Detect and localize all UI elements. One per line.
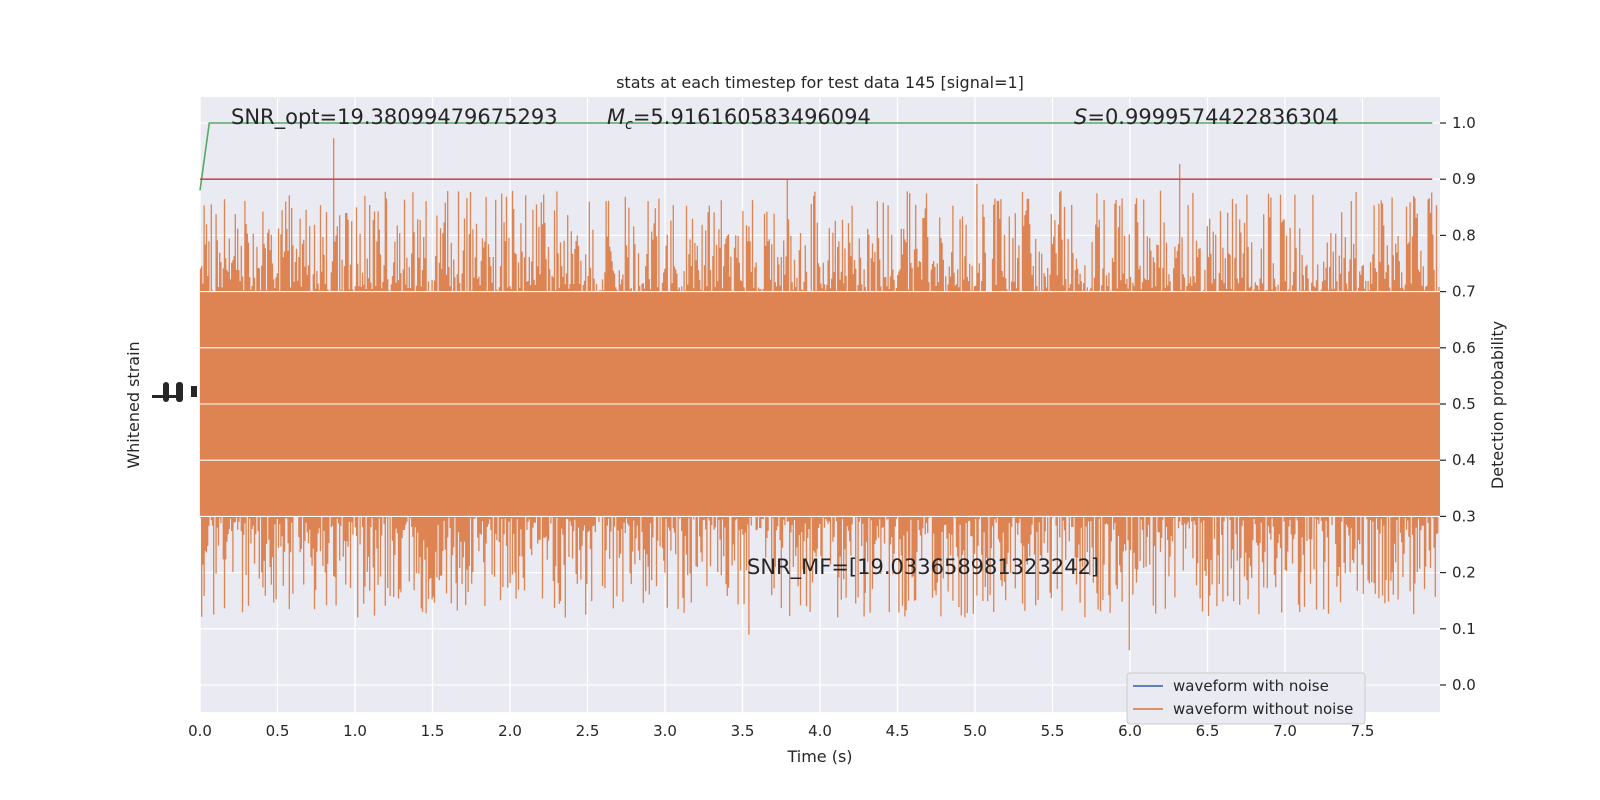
stat-symbol: S bbox=[1074, 105, 1087, 129]
right-y-axis-label: Detection probability bbox=[1488, 321, 1507, 489]
y-tick-label: 0.9 bbox=[1452, 170, 1476, 188]
legend-label-without-noise: waveform without noise bbox=[1173, 700, 1353, 718]
y-tick-label: 0.4 bbox=[1452, 451, 1476, 469]
x-tick-label: 1.0 bbox=[343, 722, 367, 740]
annotation-snr-opt: SNR_opt=19.38099479675293 bbox=[231, 105, 558, 130]
y-tick-label: 0.2 bbox=[1452, 564, 1476, 582]
x-tick-label: 5.0 bbox=[963, 722, 987, 740]
waveform-without-noise bbox=[199, 138, 1440, 651]
x-tick-label: 3.0 bbox=[653, 722, 677, 740]
y-tick-label: 0.7 bbox=[1452, 283, 1476, 301]
x-tick-label: 4.0 bbox=[808, 722, 832, 740]
detection-probability-line bbox=[199, 122, 1433, 191]
legend: waveform with noise waveform without noi… bbox=[1126, 672, 1366, 725]
x-tick-label: 7.0 bbox=[1273, 722, 1297, 740]
x-tick-label: 5.5 bbox=[1041, 722, 1065, 740]
x-tick-label: 3.5 bbox=[731, 722, 755, 740]
x-tick-label: 2.5 bbox=[576, 722, 600, 740]
x-tick-label: 6.5 bbox=[1196, 722, 1220, 740]
x-tick-label: 0.5 bbox=[266, 722, 290, 740]
x-tick-label: 0.0 bbox=[188, 722, 212, 740]
annotation-chirp-mass: Mc=5.916160583496094 bbox=[607, 105, 871, 133]
y-tick-label: 0.8 bbox=[1452, 226, 1476, 244]
x-tick-label: 6.0 bbox=[1118, 722, 1142, 740]
annotation-stat: S=0.9999574422836304 bbox=[1074, 105, 1339, 129]
y-tick-label: 0.3 bbox=[1452, 507, 1476, 525]
x-tick-label: 4.5 bbox=[886, 722, 910, 740]
left-y-axis-label: Whitened strain bbox=[124, 341, 143, 468]
y-tick-label: 1.0 bbox=[1452, 114, 1476, 132]
x-tick-label: 2.0 bbox=[498, 722, 522, 740]
right-y-axis-ticks: 0.0 0.1 0.2 0.3 0.4 0.5 0.6 0.7 0.8 0.9 1.0 bbox=[1440, 114, 1476, 694]
chirp-mass-symbol: M bbox=[607, 105, 625, 129]
chirp-mass-value: =5.916160583496094 bbox=[633, 105, 871, 129]
x-tick-label: 1.5 bbox=[421, 722, 445, 740]
x-tick-label: 7.5 bbox=[1351, 722, 1375, 740]
x-axis-ticks: 0.0 0.5 1.0 1.5 2.0 2.5 3.0 3.5 4.0 4.5 5.0 5.5 6.0 6… bbox=[188, 722, 1374, 740]
chart-title: stats at each timestep for test data 145… bbox=[616, 73, 1024, 92]
annotation-snr-mf: SNR_MF=[19.033658981323242] bbox=[747, 555, 1099, 580]
y-tick-label: 0.0 bbox=[1452, 676, 1476, 694]
x-axis-label: Time (s) bbox=[786, 747, 852, 766]
y-tick-label: 0.1 bbox=[1452, 620, 1476, 638]
legend-label-with-noise: waveform with noise bbox=[1173, 677, 1329, 695]
stat-value: =0.9999574422836304 bbox=[1087, 105, 1338, 129]
y-tick-label: 0.6 bbox=[1452, 339, 1476, 357]
legend-box bbox=[1126, 672, 1366, 725]
probability-lines bbox=[199, 122, 1433, 191]
y-tick-label: 0.5 bbox=[1452, 395, 1476, 413]
left-axis-marks bbox=[152, 382, 197, 402]
chirp-mass-subscript: c bbox=[625, 117, 633, 133]
